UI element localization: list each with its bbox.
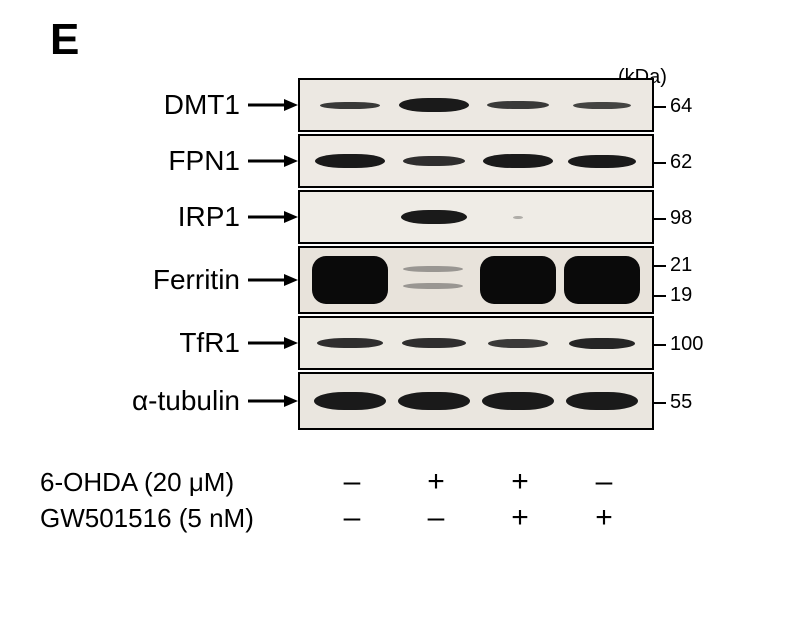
lane xyxy=(395,248,473,312)
lane xyxy=(563,192,641,242)
mw-marker: 100 xyxy=(654,333,703,356)
lane xyxy=(395,80,473,130)
treatment-marks: ––++ xyxy=(302,501,654,535)
mw-value: 64 xyxy=(670,95,692,118)
blot-row-tfr1: TfR1 100 xyxy=(40,318,760,368)
mw-marker: 55 xyxy=(654,391,692,414)
blot-image xyxy=(298,134,654,188)
treatment-mark: + xyxy=(485,465,555,499)
blot-image xyxy=(298,78,654,132)
arrow-icon xyxy=(248,394,298,408)
treatment-mark: – xyxy=(401,501,471,535)
treatment-mark: – xyxy=(317,501,387,535)
mw-marker-col: 100 xyxy=(654,318,734,368)
panel-label: E xyxy=(50,15,79,65)
mw-marker-col: 64 xyxy=(654,80,734,130)
mw-marker: 62 xyxy=(654,151,692,174)
mw-marker-col: 2119 xyxy=(654,248,734,312)
protein-label: IRP1 xyxy=(40,201,248,233)
lane xyxy=(479,80,557,130)
treatment-mark: + xyxy=(485,501,555,535)
arrow-icon xyxy=(248,98,298,112)
blot-image xyxy=(298,316,654,370)
lane xyxy=(311,318,389,368)
protein-label: DMT1 xyxy=(40,89,248,121)
mw-marker: 19 xyxy=(654,284,692,307)
treatment-mark: + xyxy=(401,465,471,499)
lane xyxy=(479,136,557,186)
arrow-icon xyxy=(248,210,298,224)
blot-row-fpn1: FPN1 62 xyxy=(40,136,760,186)
treatment-mark: + xyxy=(569,501,639,535)
mw-marker-col: 62 xyxy=(654,136,734,186)
lane xyxy=(563,136,641,186)
blot-image xyxy=(298,190,654,244)
lane xyxy=(311,80,389,130)
western-blot-figure: DMT164FPN162IRP198Ferritin2119TfR1100α-t… xyxy=(40,80,760,434)
lane xyxy=(479,248,557,312)
lane xyxy=(563,248,641,312)
mw-value: 98 xyxy=(670,207,692,230)
mw-value: 100 xyxy=(670,333,703,356)
protein-label: Ferritin xyxy=(40,264,248,296)
blot-row-dmt1: DMT1 64 xyxy=(40,80,760,130)
mw-value: 19 xyxy=(670,284,692,307)
treatment-marks: –++– xyxy=(302,465,654,499)
lane xyxy=(395,318,473,368)
treatment-conditions: 6-OHDA (20 μM)–++–GW501516 (5 nM)––++ xyxy=(40,464,760,536)
mw-marker-col: 55 xyxy=(654,374,734,428)
blot-row-ferritin: Ferritin2119 xyxy=(40,248,760,312)
treatment-label: 6-OHDA (20 μM) xyxy=(40,467,302,498)
lane xyxy=(563,80,641,130)
mw-value: 62 xyxy=(670,151,692,174)
lane xyxy=(311,136,389,186)
blot-row-irp1: IRP1 98 xyxy=(40,192,760,242)
lane xyxy=(395,136,473,186)
treatment-row: GW501516 (5 nM)––++ xyxy=(40,500,760,536)
mw-marker: 64 xyxy=(654,95,692,118)
protein-label: α-tubulin xyxy=(40,385,248,417)
blot-image xyxy=(298,246,654,314)
protein-label: FPN1 xyxy=(40,145,248,177)
mw-marker: 98 xyxy=(654,207,692,230)
lane xyxy=(311,374,389,428)
lane xyxy=(395,374,473,428)
treatment-label: GW501516 (5 nM) xyxy=(40,503,302,534)
arrow-icon xyxy=(248,154,298,168)
arrow-icon xyxy=(248,336,298,350)
treatment-row: 6-OHDA (20 μM)–++– xyxy=(40,464,760,500)
blot-image xyxy=(298,372,654,430)
arrow-icon xyxy=(248,273,298,287)
protein-label: TfR1 xyxy=(40,327,248,359)
mw-value: 21 xyxy=(670,254,692,277)
lane xyxy=(311,248,389,312)
blot-row-tubulin: α-tubulin 55 xyxy=(40,374,760,428)
treatment-mark: – xyxy=(317,465,387,499)
lane xyxy=(479,374,557,428)
mw-value: 55 xyxy=(670,391,692,414)
treatment-mark: – xyxy=(569,465,639,499)
mw-marker-col: 98 xyxy=(654,192,734,242)
lane xyxy=(563,318,641,368)
lane xyxy=(395,192,473,242)
lane xyxy=(563,374,641,428)
lane xyxy=(479,192,557,242)
mw-marker: 21 xyxy=(654,254,692,277)
lane xyxy=(311,192,389,242)
lane xyxy=(479,318,557,368)
